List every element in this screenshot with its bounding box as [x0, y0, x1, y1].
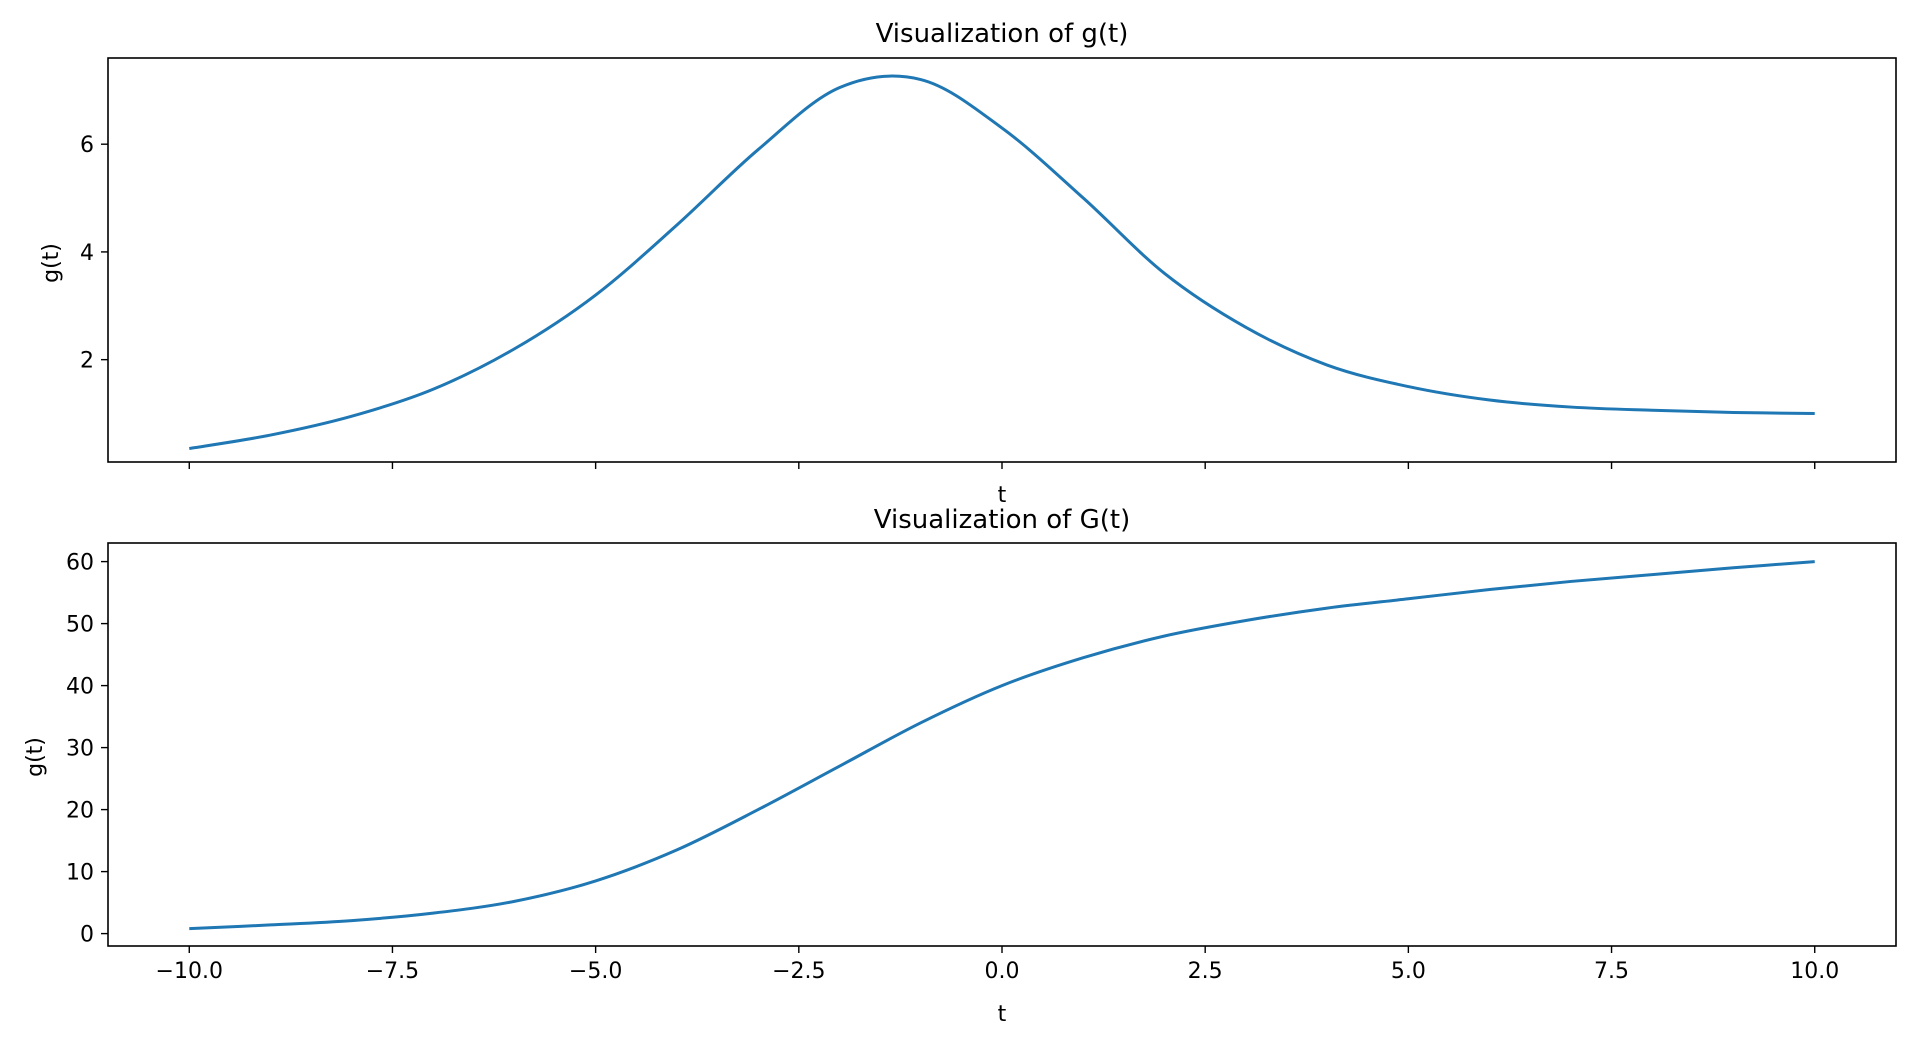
- series-line: [189, 560, 1815, 931]
- tick-group: −10.0 −7.5 −5.0 −2.5 0.0 2.5 5.0 7.5 10.0 0 10 20 30…: [66, 551, 1839, 984]
- y-tick-label: 6: [80, 133, 94, 158]
- tick-group: 2 4 6: [80, 133, 1816, 469]
- line-layer: [189, 560, 1815, 931]
- y-tick-label: 0: [80, 923, 94, 948]
- x-tick-label: −2.5: [772, 959, 825, 984]
- x-tick-label: 5.0: [1391, 959, 1426, 984]
- x-axis-label: t: [998, 483, 1007, 508]
- x-tick-label: 10.0: [1790, 959, 1839, 984]
- subplot-G: Visualization of G(t) t g(t) −10.0 −7.5 −5…: [23, 505, 1897, 1027]
- plot-frame: [107, 57, 1897, 463]
- subplot-title: Visualization of g(t): [876, 19, 1129, 49]
- y-tick-label: 4: [80, 241, 94, 266]
- y-tick-label: 2: [80, 349, 94, 374]
- x-tick-label: −10.0: [156, 959, 223, 984]
- y-tick-label: 60: [66, 551, 94, 576]
- line-layer: [189, 74, 1815, 451]
- y-axis-label: g(t): [23, 737, 48, 777]
- x-tick-label: −7.5: [366, 959, 419, 984]
- subplot-g: Visualization of g(t) t g(t) 2 4 6: [39, 19, 1897, 508]
- y-tick-label: 10: [66, 861, 94, 886]
- x-tick-label: 2.5: [1188, 959, 1223, 984]
- y-tick-label: 50: [66, 613, 94, 638]
- y-tick-label: 30: [66, 737, 94, 762]
- x-tick-label: 0.0: [985, 959, 1020, 984]
- y-tick-label: 20: [66, 799, 94, 824]
- x-tick-label: 7.5: [1594, 959, 1629, 984]
- series-line: [189, 74, 1815, 451]
- y-tick-label: 40: [66, 675, 94, 700]
- plot-frame: [107, 542, 1897, 947]
- x-axis-label: t: [998, 1002, 1007, 1027]
- y-axis-label: g(t): [39, 243, 64, 283]
- x-tick-label: −5.0: [569, 959, 622, 984]
- subplot-title: Visualization of G(t): [874, 505, 1130, 535]
